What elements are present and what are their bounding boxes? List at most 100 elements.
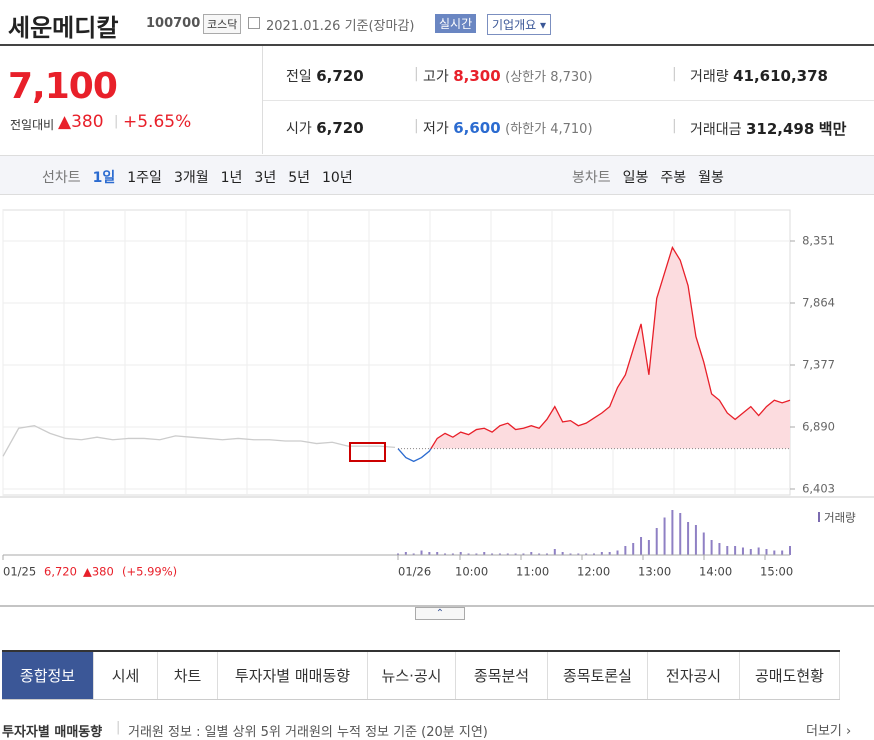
stat-value: 6,720 <box>316 119 364 137</box>
volume-bar <box>436 552 439 555</box>
nav: 종합정보 시세 차트 투자자별 매매동향 뉴스·공시 종목분석 종목토론실 전자공시 공매도현황 <box>2 650 840 700</box>
volume-legend: 거래량 <box>824 511 856 525</box>
rate: +5.65% <box>123 112 192 132</box>
nav-tab[interactable]: 공매도현황 <box>740 652 840 699</box>
stat: 거래량 41,610,378 <box>690 66 828 86</box>
more-text: 더보기 <box>806 724 842 739</box>
volume-bar <box>561 552 564 555</box>
stat-value: 6,600 <box>453 119 501 137</box>
y-tick-label: 6,403 <box>802 482 835 496</box>
company-info-text: 기업개요 <box>492 18 537 32</box>
volume-bar <box>577 553 580 555</box>
header-rule <box>0 44 874 46</box>
stat: 고가 8,300 (상한가 8,730) <box>423 67 593 85</box>
volume-bar <box>765 549 768 555</box>
stat-label: 거래량 <box>690 69 729 85</box>
stat-value: 8,300 <box>453 67 501 85</box>
stat-sub-label: 상한가 <box>510 70 547 85</box>
volume-bar <box>420 550 423 555</box>
x-tick-label: 10:00 <box>455 565 488 579</box>
stat-label: 고가 <box>423 69 449 85</box>
volume-bar <box>757 547 760 555</box>
volume-legend-icon <box>818 512 820 522</box>
volume-bar <box>545 553 548 555</box>
period-tab[interactable]: 1일 <box>92 170 116 186</box>
stock-code: 100700 <box>146 16 201 31</box>
y-tick-label: 7,864 <box>802 296 835 310</box>
stat-label: 전일 <box>286 69 312 85</box>
realtime-badge[interactable]: 실시간 <box>435 14 477 33</box>
tab-label: 선차트 <box>42 170 81 186</box>
divider <box>263 100 874 101</box>
volume-bar <box>569 553 572 555</box>
volume-bar <box>475 553 478 555</box>
stat: 전일 6,720 <box>286 66 364 86</box>
volume-bar <box>444 553 447 555</box>
volume-bar <box>789 546 791 555</box>
period-tabs: 선차트 1일 1주일 3개월 1년 3년 5년 10년 <box>42 167 365 187</box>
candle-tab[interactable]: 주봉 <box>660 170 687 186</box>
nav-tab[interactable]: 종목분석 <box>456 652 548 699</box>
prev-day-line <box>2 425 396 457</box>
nav-tab[interactable]: 시세 <box>94 652 158 699</box>
volume-bar <box>506 553 509 555</box>
period-tab[interactable]: 5년 <box>288 170 310 186</box>
sep: | <box>672 66 677 82</box>
volume-bar <box>608 552 611 555</box>
x-tick-label: 13:00 <box>638 565 671 579</box>
nav-tab[interactable]: 투자자별 매매동향 <box>218 652 368 699</box>
period-tab[interactable]: 3개월 <box>173 170 209 186</box>
nav-tab[interactable]: 차트 <box>158 652 218 699</box>
volume-bar <box>710 540 713 555</box>
volume-bar <box>412 553 415 555</box>
stat-value: 312,498 <box>745 120 815 138</box>
volume-bar <box>467 553 470 555</box>
period-tab[interactable]: 3년 <box>254 170 277 186</box>
volume-bar <box>726 546 729 555</box>
volume-bar <box>600 552 603 555</box>
candle-tab[interactable]: 월봉 <box>698 170 724 186</box>
period-tab[interactable]: 10년 <box>322 170 353 186</box>
today-area <box>430 247 790 449</box>
volume-bar <box>773 550 776 555</box>
prev-close: 6,720 <box>44 565 77 579</box>
stat-label: 저가 <box>423 121 449 137</box>
change: ▲380 <box>58 112 104 132</box>
period-tab[interactable]: 1년 <box>220 170 243 186</box>
volume-bar <box>632 543 635 555</box>
nav-tab[interactable]: 종목토론실 <box>548 652 648 699</box>
current-price: 7,100 <box>8 66 118 107</box>
calendar-icon <box>248 17 260 29</box>
y-tick-label: 6,890 <box>802 420 835 434</box>
stat-label: 거래대금 <box>690 122 742 138</box>
volume-bar <box>741 547 744 555</box>
more-link[interactable]: 더보기 › <box>806 724 852 739</box>
today-line <box>398 245 791 449</box>
stat: 저가 6,600 (하한가 4,710) <box>423 119 593 137</box>
volume-bar <box>702 532 705 555</box>
volume-bar <box>624 546 627 555</box>
sep: | <box>116 720 121 735</box>
volume-bar <box>655 528 658 555</box>
chart: 8,351 7,864 7,377 6,890 6,403 거래량 01/25 01/26 10… <box>0 209 874 607</box>
nav-tab[interactable]: 종합정보 <box>2 652 94 699</box>
candle-tabs: 봉차트 일봉 주봉 월봉 <box>572 167 736 187</box>
sep: | <box>414 118 419 134</box>
x-tick-label: 01/26 <box>398 565 431 579</box>
stat-value: 41,610,378 <box>733 67 828 85</box>
footer-desc: 거래원 정보 : 일별 상위 5위 거래원의 누적 정보 기준 (20분 지연) <box>128 725 488 740</box>
company-info[interactable]: 기업개요 ▾ <box>487 14 552 35</box>
volume-bar <box>585 553 588 555</box>
nav-tab[interactable]: 뉴스·공시 <box>368 652 456 699</box>
prev-rate: (+5.99%) <box>122 565 177 579</box>
footer-title: 투자자별 매매동향 <box>2 725 103 740</box>
period-tab[interactable]: 1주일 <box>127 170 162 186</box>
volume-bar <box>647 540 650 555</box>
stat-sub-value: 8,730 <box>550 70 588 85</box>
stat: 시가 6,720 <box>286 118 364 138</box>
volume-bar <box>491 553 494 555</box>
nav-tab[interactable]: 전자공시 <box>648 652 740 699</box>
candle-tab[interactable]: 일봉 <box>622 170 649 186</box>
collapse-button[interactable]: ⌃ <box>415 607 465 620</box>
